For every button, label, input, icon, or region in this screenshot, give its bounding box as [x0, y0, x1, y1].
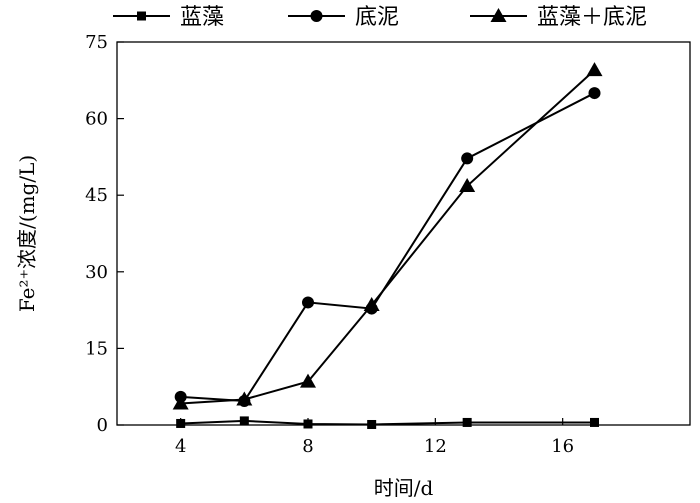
y-tick-label: 0 — [97, 415, 108, 436]
series-line-circle — [180, 92, 595, 403]
y-tick-label: 45 — [85, 185, 108, 206]
legend: 蓝藻 底泥 蓝藻＋底泥 — [113, 5, 647, 30]
x-tick-label: 4 — [175, 436, 186, 457]
x-tick-label: 12 — [424, 436, 447, 457]
x-axis-label: 时间/d — [374, 476, 434, 500]
series-line-square — [180, 419, 595, 426]
x-tick-label: 8 — [302, 436, 313, 457]
data-point-triangle — [459, 178, 476, 193]
y-tick-label: 30 — [85, 262, 108, 283]
series-lines — [180, 69, 596, 426]
data-point-circle — [588, 87, 601, 100]
series-line-triangle — [180, 69, 596, 405]
legend-item: 蓝藻＋底泥 — [470, 5, 647, 30]
y-axis: 0 15 30 45 60 75 — [85, 32, 124, 436]
data-point-square — [176, 418, 186, 428]
data-point-square — [462, 417, 472, 427]
data-point-triangle — [300, 373, 316, 388]
y-tick-label: 15 — [85, 338, 108, 359]
x-tick-label: 16 — [551, 436, 574, 457]
x-axis: 4 8 12 16 — [175, 418, 574, 457]
legend-marker-triangle — [490, 8, 507, 22]
legend-item: 蓝藻 — [113, 5, 224, 30]
data-point-circle — [461, 152, 474, 165]
data-point-square — [590, 417, 599, 427]
legend-marker-square — [137, 11, 146, 21]
plot-frame — [116, 41, 691, 426]
data-point-triangle — [363, 296, 380, 311]
y-axis-label: Fe²⁺浓度/(mg/L) — [15, 155, 39, 312]
data-point-square — [303, 419, 313, 429]
data-point-circle — [302, 296, 314, 309]
data-point-square — [239, 416, 249, 426]
data-point-triangle — [236, 391, 253, 406]
data-point-triangle — [172, 395, 189, 410]
legend-label: 蓝藻＋底泥 — [537, 5, 647, 30]
series-markers — [172, 62, 603, 429]
data-point-triangle — [586, 62, 603, 77]
legend-label: 底泥 — [355, 5, 399, 30]
legend-marker-circle — [310, 10, 323, 22]
y-tick-label: 75 — [85, 32, 108, 53]
legend-item: 底泥 — [288, 5, 399, 30]
data-point-square — [367, 419, 377, 429]
y-tick-label: 60 — [85, 109, 108, 130]
legend-label: 蓝藻 — [180, 5, 224, 30]
